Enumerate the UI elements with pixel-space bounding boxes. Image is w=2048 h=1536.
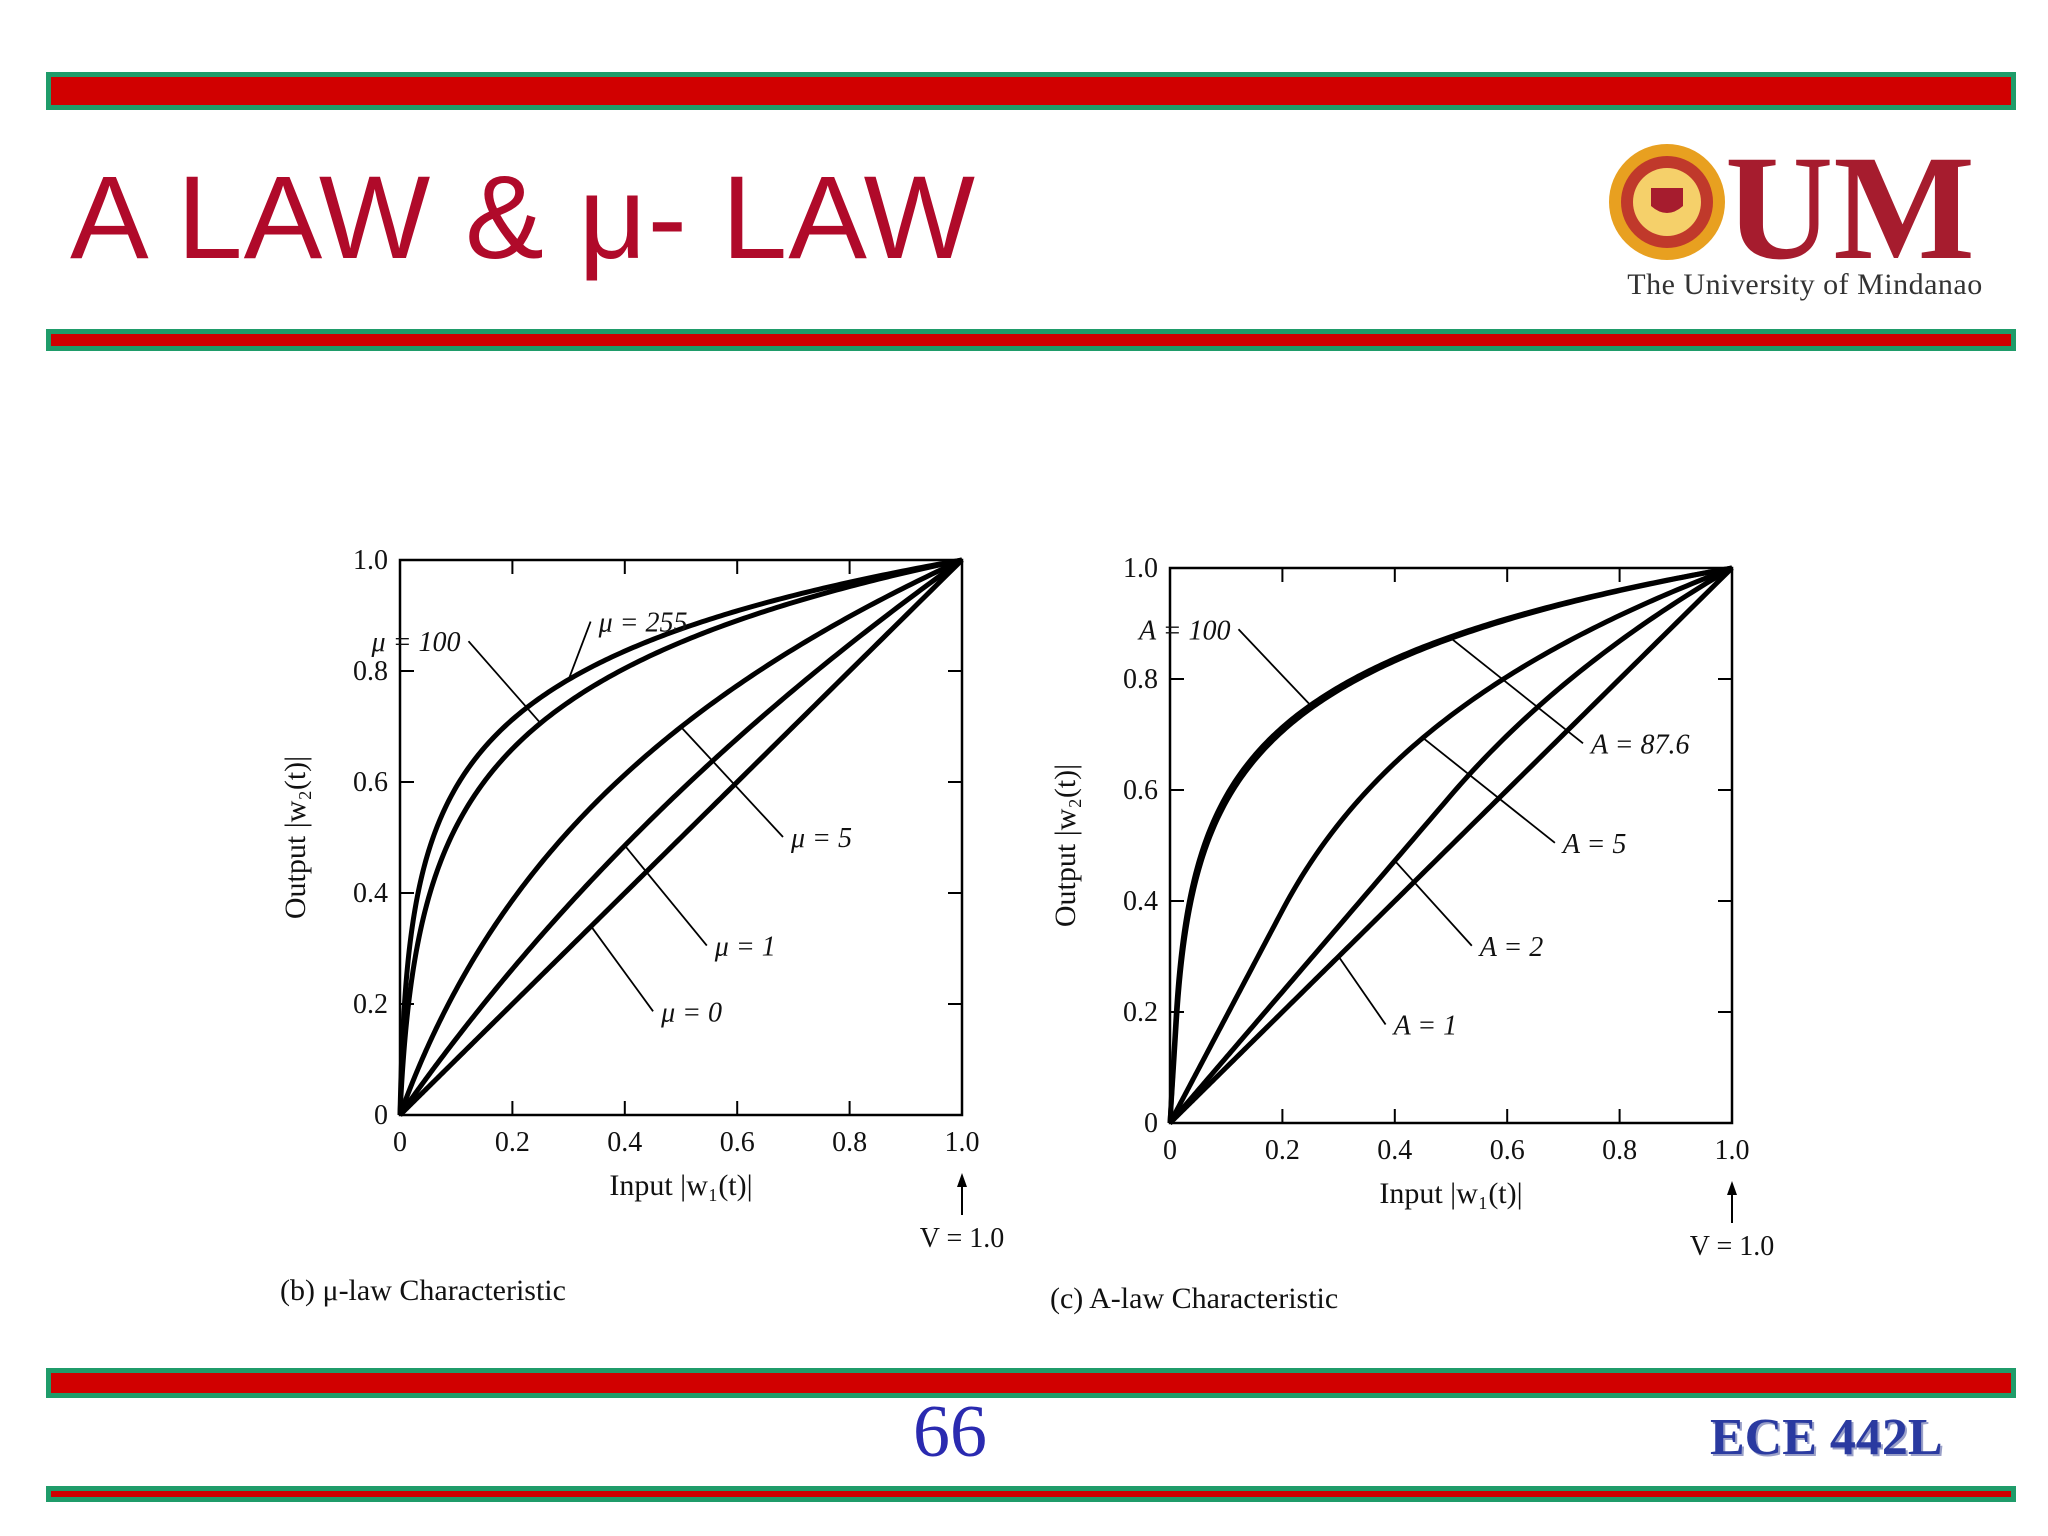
logo-text: UM xyxy=(1725,130,1975,291)
y-tick-label: 1.0 xyxy=(353,545,388,576)
top-rule xyxy=(46,72,2016,110)
series-label: μ = 0 xyxy=(660,997,722,1028)
v-note: V = 1.0 xyxy=(920,1223,1005,1254)
page-number: 66 xyxy=(913,1391,987,1473)
y-tick-label: 0.6 xyxy=(353,767,388,798)
series-leader-line xyxy=(1422,737,1556,844)
v-arrow-head xyxy=(957,1173,967,1187)
x-tick-label: 0.6 xyxy=(1490,1135,1525,1166)
chart-mu-law: 0 0.2 0.4 0.6 0.8 1.0 0 0.2 0.4 0.6 0.8 1.0 Input |w… xyxy=(279,545,1004,1307)
x-tick-label: 0.8 xyxy=(1602,1135,1637,1166)
series-leader-line xyxy=(467,640,542,724)
series-label: A = 2 xyxy=(1478,932,1544,963)
series-label: μ = 100 xyxy=(371,627,461,658)
series-label: A = 100 xyxy=(1137,615,1231,646)
y-tick-label: 1.0 xyxy=(1123,553,1158,584)
series-label: μ = 5 xyxy=(790,823,852,854)
plot-frame xyxy=(1168,566,1734,1125)
x-tick-label: 0.2 xyxy=(1265,1135,1300,1166)
y-tick-label: 0.2 xyxy=(353,989,388,1020)
series-line xyxy=(397,557,964,1118)
v-note: V = 1.0 xyxy=(1690,1231,1775,1262)
x-tick-label: 1.0 xyxy=(945,1127,980,1158)
series-line xyxy=(1167,565,1733,1126)
series-line xyxy=(1167,565,1733,1126)
x-tick-label: 0.4 xyxy=(607,1127,642,1158)
v-arrow-head xyxy=(1727,1181,1737,1195)
logo-caption: The University of Mindanao xyxy=(1627,268,1983,301)
series-line xyxy=(397,557,963,1118)
course-code: ECE 442L xyxy=(1710,1409,1943,1466)
x-axis-label: Input |w₁(t)| xyxy=(1379,1177,1522,1210)
y-axis-label: Output |w₂(t)| xyxy=(1049,764,1082,927)
series-label: A = 1 xyxy=(1392,1011,1458,1042)
x-tick-label: 0 xyxy=(1163,1135,1177,1166)
x-tick-label: 0.4 xyxy=(1377,1135,1412,1166)
y-tick-label: 0.2 xyxy=(1123,997,1158,1028)
series-leader-line xyxy=(1237,628,1312,706)
slide-title: A LAW & μ- LAW xyxy=(70,152,976,284)
y-tick-label: 0.8 xyxy=(1123,664,1158,695)
series-line xyxy=(397,557,964,1118)
series-leader-line xyxy=(590,925,654,1012)
seal-icon xyxy=(1609,144,1725,260)
header-rule xyxy=(46,329,2016,351)
chart-a-law: 0 0.2 0.4 0.6 0.8 1.0 0 0.2 0.4 0.6 0.8 1.0 Input |w… xyxy=(1049,553,1774,1315)
y-axis-label: Output |w₂(t)| xyxy=(279,756,312,919)
x-tick-label: 0.6 xyxy=(720,1127,755,1158)
series-leader-line xyxy=(680,726,784,838)
series-leader-line xyxy=(1450,637,1584,744)
series-leader-line xyxy=(624,845,708,947)
series-line xyxy=(397,558,964,1118)
x-tick-label: 0.8 xyxy=(832,1127,867,1158)
y-tick-label: 0.4 xyxy=(1123,886,1158,917)
footer-rule xyxy=(46,1368,2016,1398)
x-tick-label: 0 xyxy=(393,1127,407,1158)
y-tick-label: 0 xyxy=(1144,1108,1158,1139)
series-leader-line xyxy=(1394,860,1473,947)
bottom-rule xyxy=(46,1486,2016,1502)
y-tick-label: 0 xyxy=(374,1100,388,1131)
series-leader-line xyxy=(1337,955,1387,1026)
y-tick-label: 0.8 xyxy=(353,656,388,687)
series-label: μ = 1 xyxy=(714,932,776,963)
plot-frame xyxy=(398,558,964,1117)
series-leader-line xyxy=(567,621,592,680)
chart-caption: (b) μ-law Characteristic xyxy=(280,1274,566,1307)
series-line xyxy=(1167,566,1734,1126)
y-tick-label: 0.4 xyxy=(353,878,388,909)
x-axis-label: Input |w₁(t)| xyxy=(609,1169,752,1202)
series-line xyxy=(397,557,963,1118)
chart-caption: (c) A-law Characteristic xyxy=(1050,1282,1338,1315)
series-label: A = 87.6 xyxy=(1589,729,1690,760)
charts-figure: 0 0.2 0.4 0.6 0.8 1.0 0 0.2 0.4 0.6 0.8 1.0 Input |w… xyxy=(279,545,1774,1315)
series-label: μ = 255 xyxy=(598,608,688,639)
series-label: A = 5 xyxy=(1561,829,1627,860)
university-logo: UM xyxy=(1609,130,1975,291)
x-tick-label: 1.0 xyxy=(1715,1135,1750,1166)
y-tick-label: 0.6 xyxy=(1123,775,1158,806)
x-tick-label: 0.2 xyxy=(495,1127,530,1158)
